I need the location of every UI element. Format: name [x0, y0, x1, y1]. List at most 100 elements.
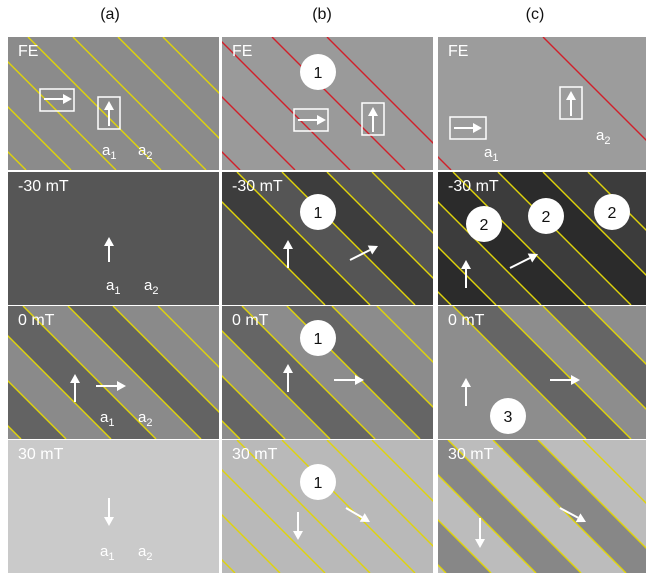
column-label-b: (b)	[312, 6, 332, 23]
magnetization-arrow	[298, 115, 326, 125]
magnetization-arrow	[454, 123, 482, 133]
domain-marker-label: a1	[106, 277, 120, 297]
field-label: 0 mT	[232, 312, 269, 329]
field-label: FE	[232, 43, 253, 60]
domain-line	[438, 474, 537, 573]
domain-line	[271, 37, 406, 170]
domain-line	[582, 440, 646, 504]
domain-lines	[222, 37, 433, 170]
domain-line	[331, 306, 433, 408]
domain-line	[542, 37, 646, 141]
magnetization-arrow	[550, 375, 580, 385]
column-label-a: (a)	[100, 6, 120, 23]
image-panel-a-2: a1 a2 -30 mT	[8, 172, 219, 305]
domain-line	[241, 306, 376, 439]
domain-line	[236, 172, 371, 305]
image-panel-b-2: 1 -30 mT	[222, 172, 433, 305]
domain-line	[222, 330, 331, 439]
field-label: -30 mT	[448, 178, 499, 195]
domain-band	[222, 306, 375, 439]
domain-line	[112, 306, 219, 413]
badge-number: 1	[314, 475, 323, 492]
domain-line	[8, 106, 72, 170]
image-panel-c-1: a1 a2 FE	[438, 37, 646, 170]
domain-line	[72, 37, 207, 170]
domain-band	[8, 306, 156, 439]
image-panel-b-4: 1 30 mT	[222, 440, 433, 573]
domain-line	[542, 172, 646, 276]
domain-line	[326, 172, 433, 279]
numbered-badge: 2	[528, 198, 564, 234]
domain-marker-label: a1	[102, 142, 116, 162]
magnetization-arrow	[461, 260, 471, 288]
domain-line	[222, 469, 326, 573]
column-label-c: (c)	[525, 6, 545, 23]
field-label: -30 mT	[18, 178, 69, 195]
domain-lines	[438, 440, 646, 573]
domain-line	[376, 306, 433, 363]
domain-band	[222, 172, 370, 305]
domain-line	[27, 37, 162, 170]
domain-line	[281, 440, 416, 573]
field-label: FE	[448, 43, 469, 60]
highlight-box	[97, 96, 121, 130]
magnetization-arrow	[293, 512, 303, 540]
numbered-badge: 1	[300, 464, 336, 500]
domain-line	[67, 306, 202, 439]
domain-line	[587, 306, 646, 365]
image-panel-c-2: 2 2 2 -30 mT	[438, 172, 646, 305]
magnetization-arrow	[368, 107, 378, 132]
domain-band	[68, 306, 219, 439]
domain-lines	[438, 37, 646, 170]
magnetization-arrow	[566, 91, 576, 116]
domain-band	[438, 440, 581, 573]
domain-line	[371, 172, 433, 234]
highlight-box	[361, 102, 385, 136]
domain-lines	[222, 440, 433, 573]
field-label: 0 mT	[18, 312, 55, 329]
domain-marker-label: a2	[596, 127, 610, 147]
image-panel-a-3: a1 a2 0 mT	[8, 306, 219, 439]
image-panel-a-4: a1 a2 30 mT	[8, 440, 219, 573]
badge-number: 2	[480, 217, 489, 234]
magnetization-arrow	[345, 507, 370, 522]
numbered-badge: 1	[300, 194, 336, 230]
highlight-box	[293, 108, 329, 132]
magnetization-arrow	[96, 381, 126, 391]
domain-line	[492, 440, 627, 573]
domain-line	[326, 440, 433, 547]
badge-number: 1	[314, 205, 323, 222]
badge-number: 3	[504, 409, 513, 426]
domain-lines	[8, 37, 219, 170]
domain-line	[438, 519, 492, 573]
domain-line	[222, 96, 296, 170]
highlight-box	[559, 86, 583, 120]
domain-line	[447, 440, 582, 573]
magnetization-arrow	[283, 364, 293, 392]
domain-marker-label: a2	[138, 142, 152, 162]
domain-line	[22, 306, 157, 439]
domain-marker-label: a1	[484, 144, 498, 164]
domain-marker-label: a2	[144, 277, 158, 297]
domain-line	[8, 380, 67, 439]
domain-line	[222, 41, 351, 170]
magnetization-arrow	[104, 237, 114, 262]
image-panel-a-1: a1 a2 FE	[8, 37, 219, 170]
domain-line	[497, 306, 632, 439]
field-label: FE	[18, 43, 39, 60]
badge-number: 2	[608, 205, 617, 222]
magnetization-arrow	[509, 253, 538, 269]
image-panel-b-1: 1 FE	[222, 37, 433, 170]
image-panel-b-3: 1 0 mT	[222, 306, 433, 439]
magnetization-arrow	[475, 518, 485, 548]
domain-line	[222, 201, 326, 305]
magnetization-arrow	[559, 507, 586, 523]
magnetization-arrow	[461, 378, 471, 406]
domain-line	[8, 335, 112, 439]
field-label: -30 mT	[232, 178, 283, 195]
badge-number: 1	[314, 331, 323, 348]
domain-line	[222, 375, 286, 439]
badge-number: 2	[542, 209, 551, 226]
image-panel-c-4: 30 mT	[438, 440, 646, 573]
domain-line	[8, 61, 117, 170]
